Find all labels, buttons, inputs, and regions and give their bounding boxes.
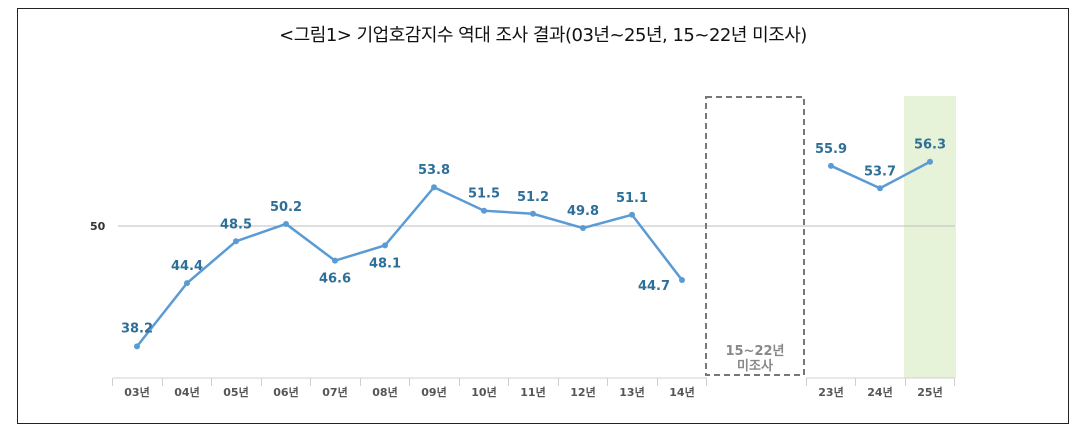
x-tick-label-12년: 12년 [570, 385, 595, 399]
data-point-23년 [828, 162, 834, 169]
data-point-10년 [481, 207, 487, 214]
data-point-06년 [283, 220, 289, 227]
series-line-2003-2014 [136, 185, 683, 348]
x-tick-label-25년: 25년 [917, 385, 942, 399]
value-label-04년: 44.4 [171, 259, 203, 274]
x-tick-label-07년: 07년 [322, 385, 347, 399]
x-tick-label-06년: 06년 [273, 385, 298, 399]
value-label-25년: 56.3 [914, 138, 946, 153]
x-tick-label-10년: 10년 [471, 385, 496, 399]
data-point-11년 [530, 210, 536, 217]
value-label-09년: 53.8 [418, 163, 450, 178]
data-point-09년 [431, 184, 437, 191]
x-tick-label-13년: 13년 [619, 385, 644, 399]
data-point-07년 [332, 257, 338, 264]
value-label-08년: 48.1 [369, 256, 401, 271]
x-tick-label-14년: 14년 [669, 385, 694, 399]
value-label-10년: 51.5 [468, 187, 500, 202]
value-label-24년: 53.7 [864, 164, 896, 179]
x-tick-label-04년: 04년 [174, 385, 199, 399]
data-point-24년 [877, 185, 883, 192]
data-point-03년 [134, 343, 140, 350]
value-label-23년: 55.9 [815, 142, 847, 157]
value-label-05년: 48.5 [220, 217, 252, 232]
data-point-13년 [629, 211, 635, 218]
no-survey-box [705, 96, 805, 376]
x-tick-label-11년: 11년 [520, 385, 545, 399]
x-tick-label-09년: 09년 [421, 385, 446, 399]
data-point-05년 [233, 238, 239, 245]
value-label-03년: 38.2 [121, 321, 153, 336]
x-tick-label-24년: 24년 [867, 385, 892, 399]
data-point-08년 [382, 242, 388, 249]
data-point-12년 [580, 225, 586, 232]
x-tick-label-23년: 23년 [818, 385, 843, 399]
data-point-04년 [184, 280, 190, 287]
value-label-07년: 46.6 [319, 272, 351, 287]
no-survey-label-years: 15~22년 [725, 344, 784, 359]
data-point-25년 [927, 158, 933, 165]
x-tick-label-05년: 05년 [223, 385, 248, 399]
value-label-13년: 51.1 [616, 191, 648, 206]
x-tick-label-08년: 08년 [372, 385, 397, 399]
value-label-11년: 51.2 [517, 190, 549, 205]
data-point-14년 [679, 277, 685, 284]
reference-line-label: 50 [90, 220, 106, 233]
value-label-14년: 44.7 [638, 279, 670, 294]
no-survey-label-text: 미조사 [737, 358, 773, 374]
x-tick-label-03년: 03년 [124, 385, 149, 399]
value-label-12년: 49.8 [567, 204, 599, 219]
value-label-06년: 50.2 [270, 200, 302, 215]
chart-title: <그림1> 기업호감지수 역대 조사 결과(03년~25년, 15~22년 미조… [279, 25, 807, 46]
highlight-band [904, 96, 956, 378]
